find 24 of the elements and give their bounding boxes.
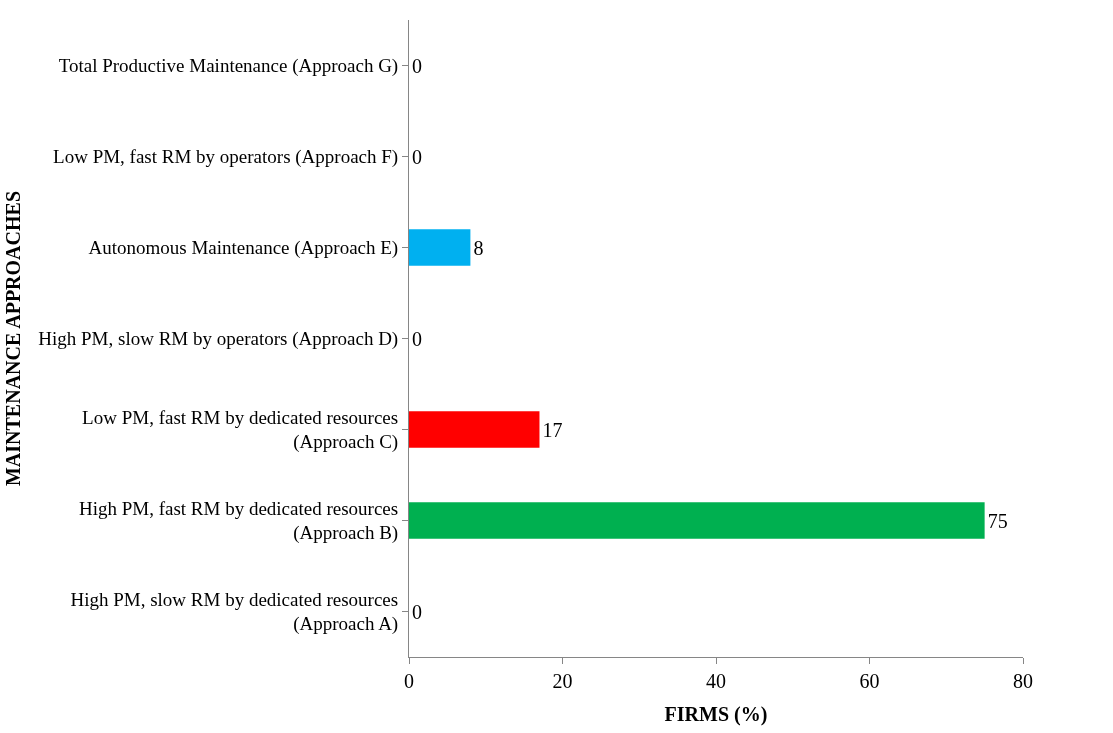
x-axis-title: FIRMS (%) bbox=[664, 702, 768, 726]
y-tick-label: Autonomous Maintenance (Approach E) bbox=[88, 237, 399, 260]
data-label: 0 bbox=[412, 54, 422, 77]
x-tick-label: 0 bbox=[404, 670, 414, 692]
y-axis-title: MAINTENANCE APPROACHES bbox=[1, 190, 24, 487]
bar bbox=[409, 229, 471, 266]
x-tick-label: 60 bbox=[859, 670, 880, 692]
y-tick-label: Total Productive Maintenance (Approach G) bbox=[58, 55, 399, 78]
data-label: 75 bbox=[987, 509, 1008, 532]
y-tick-label: High PM, fast RM by dedicated resources (Approach B) bbox=[78, 497, 399, 545]
data-label: 8 bbox=[473, 236, 484, 259]
x-tick-label: 40 bbox=[706, 670, 726, 692]
y-tick-label: High PM, slow RM by dedicated resources (Approach A) bbox=[70, 588, 399, 636]
bar bbox=[409, 502, 985, 539]
data-label: 0 bbox=[412, 145, 422, 168]
y-tick-label: High PM, slow RM by operators (Approach D) bbox=[38, 328, 399, 351]
y-tick-label: Low PM, fast RM by dedicated resources (Approach C) bbox=[82, 406, 399, 454]
data-label: 0 bbox=[412, 327, 422, 350]
x-tick-label: 80 bbox=[1013, 670, 1033, 692]
data-label: 0 bbox=[412, 600, 422, 623]
x-tick-label: 20 bbox=[552, 670, 573, 692]
data-label: 17 bbox=[542, 418, 563, 441]
bar bbox=[409, 411, 540, 448]
y-tick-label: Low PM, fast RM by operators (Approach F) bbox=[53, 146, 399, 169]
